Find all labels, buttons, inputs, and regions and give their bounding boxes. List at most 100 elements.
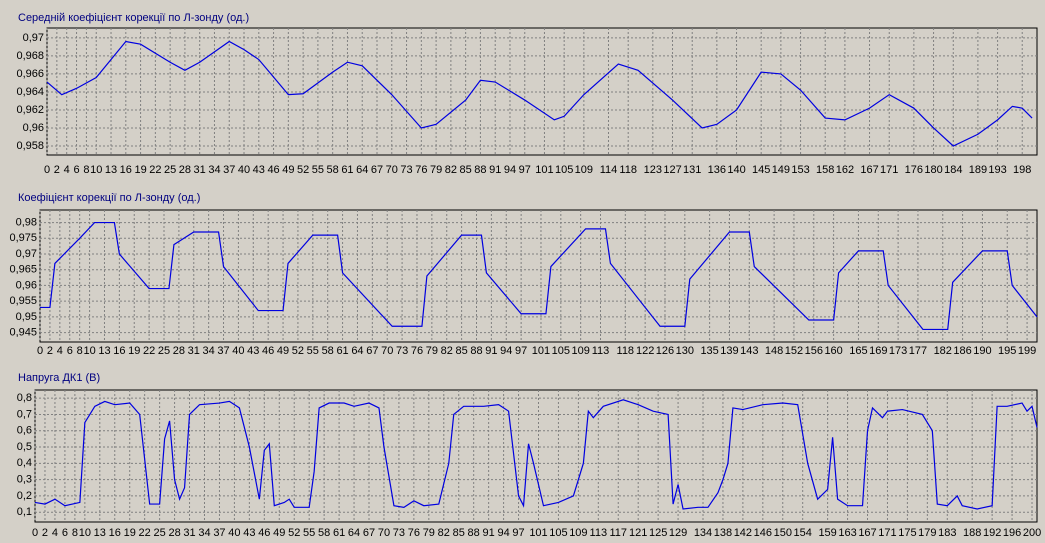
x-tick-label: 6	[67, 345, 73, 357]
x-tick-label: 61	[336, 345, 348, 357]
x-tick-label: 25	[158, 345, 170, 357]
x-tick-label: 184	[944, 164, 962, 176]
x-tick-label: 149	[772, 164, 790, 176]
x-tick-label: 199	[1018, 345, 1036, 357]
x-tick-label: 173	[889, 345, 907, 357]
x-tick-label: 158	[816, 164, 834, 176]
x-tick-label: 88	[468, 527, 480, 539]
x-tick-label: 122	[636, 345, 654, 357]
x-tick-label: 167	[858, 527, 876, 539]
y-tick-label: 0,97	[16, 248, 37, 260]
x-tick-label: 97	[519, 164, 531, 176]
x-tick-label: 139	[720, 345, 738, 357]
x-tick-label: 67	[363, 527, 375, 539]
x-tick-label: 131	[683, 164, 701, 176]
x-tick-label: 6	[62, 527, 68, 539]
x-tick-label: 113	[590, 527, 608, 539]
x-tick-label: 192	[983, 527, 1001, 539]
y-tick-label: 0,96	[23, 122, 44, 134]
data-line	[34, 399, 1038, 510]
x-tick-label: 109	[569, 527, 587, 539]
x-tick-label: 176	[905, 164, 923, 176]
x-tick-label: 196	[1003, 527, 1021, 539]
y-tick-label: 0,945	[9, 326, 37, 338]
x-tick-label: 129	[669, 527, 687, 539]
x-tick-label: 162	[836, 164, 854, 176]
y-tick-label: 0,98	[16, 216, 37, 228]
x-tick-label: 114	[600, 164, 618, 176]
x-tick-label: 0	[37, 345, 43, 357]
x-tick-label: 37	[223, 164, 235, 176]
y-tick-label: 0,6	[17, 425, 32, 437]
x-tick-label: 16	[113, 345, 125, 357]
x-tick-label: 22	[139, 527, 151, 539]
x-tick-label: 19	[134, 164, 146, 176]
x-tick-label: 46	[267, 164, 279, 176]
x-tick-label: 113	[592, 345, 610, 357]
x-tick-label: 22	[149, 164, 161, 176]
x-tick-label: 76	[408, 527, 420, 539]
x-tick-label: 193	[988, 164, 1006, 176]
x-tick-label: 61	[333, 527, 345, 539]
x-tick-label: 19	[124, 527, 136, 539]
y-tick-label: 0,2	[17, 490, 32, 502]
x-tick-label: 6	[73, 164, 79, 176]
x-tick-label: 101	[529, 527, 547, 539]
x-tick-label: 160	[824, 345, 842, 357]
x-tick-label: 150	[774, 527, 792, 539]
y-tick-label: 0,968	[16, 50, 44, 62]
x-tick-label: 55	[307, 345, 319, 357]
x-tick-label: 43	[247, 345, 259, 357]
x-tick-label: 10	[79, 527, 91, 539]
x-tick-label: 88	[474, 164, 486, 176]
x-tick-label: 67	[366, 345, 378, 357]
x-tick-label: 183	[938, 527, 956, 539]
x-tick-label: 101	[535, 164, 553, 176]
x-tick-label: 4	[64, 164, 70, 176]
x-tick-label: 148	[765, 345, 783, 357]
x-tick-label: 177	[909, 345, 927, 357]
x-tick-label: 64	[356, 164, 368, 176]
x-tick-label: 52	[297, 164, 309, 176]
x-tick-label: 85	[455, 345, 467, 357]
x-tick-label: 43	[253, 164, 265, 176]
x-tick-label: 31	[183, 527, 195, 539]
x-tick-label: 135	[700, 345, 718, 357]
x-tick-label: 146	[754, 527, 772, 539]
y-tick-label: 0,4	[17, 457, 32, 469]
chart-title: Коефіцієнт корекції по Л-зонду (од.)	[18, 192, 200, 204]
x-tick-label: 0	[44, 164, 50, 176]
y-tick-label: 0,975	[9, 232, 37, 244]
x-tick-label: 73	[400, 164, 412, 176]
x-tick-label: 58	[322, 345, 334, 357]
x-tick-label: 28	[168, 527, 180, 539]
x-tick-label: 179	[918, 527, 936, 539]
x-tick-label: 10	[90, 164, 102, 176]
x-tick-label: 46	[258, 527, 270, 539]
y-tick-label: 0,5	[17, 441, 32, 453]
x-tick-label: 52	[288, 527, 300, 539]
x-tick-label: 64	[348, 527, 360, 539]
data-line	[46, 40, 1033, 147]
x-tick-label: 67	[371, 164, 383, 176]
x-tick-label: 34	[208, 164, 220, 176]
x-tick-label: 10	[83, 345, 95, 357]
x-tick-label: 58	[318, 527, 330, 539]
x-tick-label: 126	[656, 345, 674, 357]
x-tick-label: 143	[740, 345, 758, 357]
chart-title: Напруга ДК1 (В)	[18, 372, 100, 384]
x-tick-label: 127	[663, 164, 681, 176]
x-tick-label: 22	[143, 345, 155, 357]
x-tick-label: 40	[228, 527, 240, 539]
y-tick-label: 0,97	[23, 32, 44, 44]
x-tick-label: 79	[426, 345, 438, 357]
x-tick-label: 91	[489, 164, 501, 176]
x-tick-label: 145	[752, 164, 770, 176]
x-tick-label: 195	[998, 345, 1016, 357]
x-tick-label: 138	[714, 527, 732, 539]
x-tick-label: 8	[72, 527, 78, 539]
x-tick-label: 171	[880, 164, 898, 176]
x-tick-label: 55	[303, 527, 315, 539]
x-tick-label: 82	[438, 527, 450, 539]
